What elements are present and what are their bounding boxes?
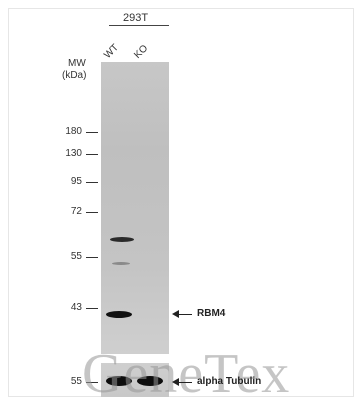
arrow-left-icon	[172, 378, 179, 386]
arrow-shaft	[178, 314, 192, 315]
cell-line-label: 293T	[123, 12, 149, 24]
watermark-logo: GeneTex	[82, 343, 291, 405]
cell-line-underline	[109, 25, 169, 26]
marker-label: 55	[70, 376, 82, 387]
figure-frame	[8, 8, 354, 397]
band-wt-faint	[112, 262, 130, 265]
band-wt-upper	[110, 237, 134, 242]
marker-label: 95	[70, 176, 82, 187]
mw-unit-label: (kDa)	[62, 70, 87, 81]
marker-label: 180	[65, 126, 82, 137]
band-wt-tubulin	[106, 376, 132, 386]
band-ko-tubulin	[137, 376, 163, 386]
marker-tick	[86, 182, 98, 183]
marker-tick	[86, 132, 98, 133]
arrow-shaft	[178, 382, 192, 383]
marker-tick	[86, 257, 98, 258]
band-label-tubulin: alpha Tubulin	[197, 376, 262, 387]
marker-tick	[86, 308, 98, 309]
arrow-left-icon	[172, 310, 179, 318]
marker-label: 55	[70, 251, 82, 262]
marker-tick	[86, 212, 98, 213]
marker-tick	[86, 382, 98, 383]
western-blot-main-panel	[101, 62, 169, 354]
marker-label: 72	[70, 206, 82, 217]
band-wt-rbm4	[106, 311, 132, 318]
marker-label: 130	[65, 148, 82, 159]
marker-label: 43	[70, 302, 82, 313]
mw-label: MW	[68, 58, 86, 69]
band-label-rbm4: RBM4	[197, 308, 226, 319]
marker-tick	[86, 154, 98, 155]
